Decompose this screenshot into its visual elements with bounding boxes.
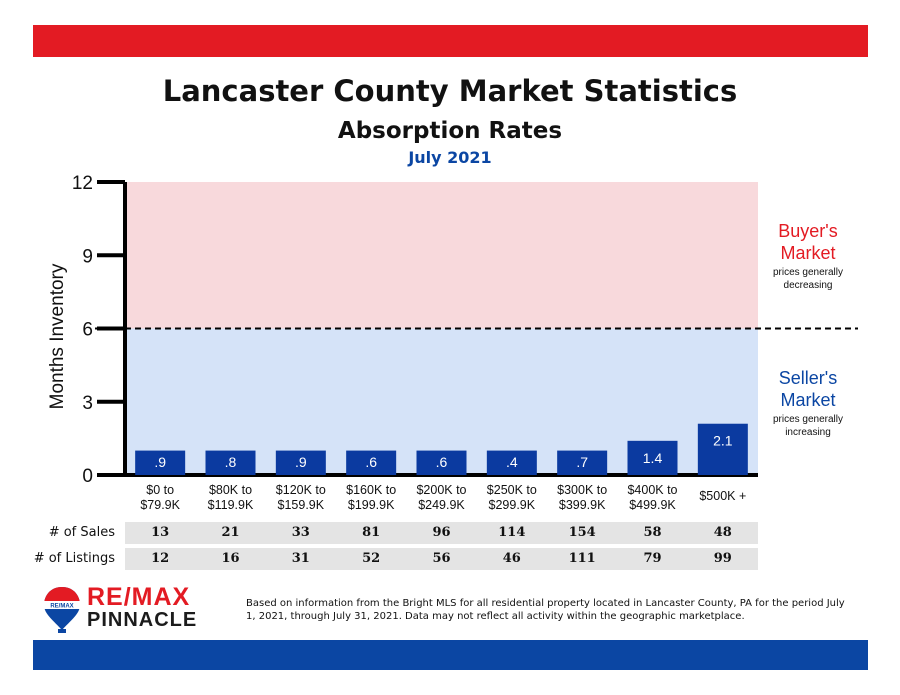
- buyer-market-title: Buyer's: [778, 221, 837, 241]
- category-label: $120K to: [276, 483, 326, 497]
- top-accent-band: [33, 25, 868, 57]
- buyer-market-note: prices generally: [773, 267, 843, 278]
- absorption-chart: 0 3 6 9 12 Months Inventory .9 $0 to$79.9K .8 $80…: [47, 173, 858, 512]
- sales-cell: 21: [221, 525, 240, 540]
- buyer-market-title-line2: Market: [780, 243, 835, 263]
- bar-data-label: .6: [436, 454, 448, 470]
- category-label: $300K to: [557, 483, 607, 497]
- category-label: $159.9K: [278, 498, 325, 512]
- y-axis-label: Months Inventory: [47, 263, 68, 409]
- category-label: $80K to: [209, 483, 252, 497]
- category-label: $199.9K: [348, 498, 395, 512]
- category-label: $249.9K: [418, 498, 465, 512]
- sales-cell: 154: [568, 525, 596, 540]
- sales-cell: 81: [362, 525, 381, 540]
- listings-cell: 56: [432, 551, 451, 566]
- listings-cell: 12: [151, 551, 170, 566]
- data-source-footnote: Based on information from the Bright MLS…: [246, 598, 845, 622]
- bar: [135, 450, 186, 475]
- category-label: $119.9K: [208, 498, 254, 512]
- seller-market-title: Seller's: [779, 368, 837, 388]
- sales-cell: 13: [151, 525, 170, 540]
- category-label: $399.9K: [559, 498, 606, 512]
- bar: [205, 450, 256, 475]
- category-label: $400K to: [627, 483, 677, 497]
- report-period: July 2021: [408, 148, 492, 167]
- category-label: $250K to: [487, 483, 537, 497]
- buyer-market-note-line2: decreasing: [784, 280, 833, 291]
- sales-cell: 33: [291, 525, 310, 540]
- sales-cell: 58: [643, 525, 662, 540]
- listings-cell: 52: [362, 551, 381, 566]
- y-tick-label: 9: [82, 246, 93, 267]
- bar: [557, 450, 608, 475]
- category-label: $500K +: [699, 489, 746, 503]
- category-label: $160K to: [346, 483, 396, 497]
- category-label: $299.9K: [489, 498, 536, 512]
- bar-data-label: .9: [295, 454, 307, 470]
- bar: [697, 423, 748, 475]
- bar: [416, 450, 467, 475]
- y-tick-label: 12: [72, 173, 93, 194]
- seller-market-title-line2: Market: [780, 390, 835, 410]
- category-label: $0 to: [146, 483, 174, 497]
- sales-cell: 96: [432, 525, 451, 540]
- seller-market-note: prices generally: [773, 414, 843, 425]
- logo-brand-text: RE/MAX: [87, 583, 191, 611]
- bar: [627, 440, 678, 475]
- remax-logo: RE/MAX RE/MAX PINNACLE: [42, 583, 232, 633]
- bar-data-label: .6: [365, 454, 377, 470]
- bar-data-label: 2.1: [713, 433, 733, 449]
- listings-row-background: [125, 548, 758, 570]
- bar-data-label: .4: [506, 454, 518, 470]
- bar-data-label: 1.4: [643, 450, 663, 466]
- y-tick-label: 6: [82, 320, 93, 341]
- listings-cell: 79: [643, 551, 662, 566]
- y-tick-label: 3: [82, 393, 93, 414]
- chart-subtitle: Absorption Rates: [337, 118, 563, 144]
- category-label: $200K to: [416, 483, 466, 497]
- hot-air-balloon-icon: RE/MAX: [44, 587, 80, 633]
- sales-row-label: # of Sales: [48, 525, 115, 540]
- bar: [486, 450, 537, 475]
- page-title: Lancaster County Market Statistics: [162, 74, 738, 108]
- bar-data-label: .8: [225, 454, 237, 470]
- listings-row-label: # of Listings: [33, 551, 115, 566]
- logo-office-text: PINNACLE: [87, 609, 198, 631]
- sales-cell: 48: [713, 525, 732, 540]
- seller-market-note-line2: increasing: [785, 427, 831, 438]
- sales-row-background: [125, 522, 758, 544]
- listings-cell: 31: [291, 551, 310, 566]
- balloon-text: RE/MAX: [50, 604, 73, 610]
- y-tick-label: 0: [82, 466, 93, 487]
- bar: [346, 450, 397, 475]
- bar-data-label: .7: [576, 454, 588, 470]
- listings-cell: 46: [502, 551, 521, 566]
- buyer-market-zone: [125, 182, 758, 329]
- bar-data-label: .9: [154, 454, 166, 470]
- listings-cell: 99: [713, 551, 732, 566]
- listings-cell: 16: [221, 551, 240, 566]
- category-label: $499.9K: [629, 498, 676, 512]
- category-label: $79.9K: [140, 498, 180, 512]
- bar: [275, 450, 326, 475]
- bottom-accent-band: [33, 640, 868, 670]
- listings-cell: 111: [568, 551, 596, 566]
- sales-cell: 114: [498, 525, 526, 540]
